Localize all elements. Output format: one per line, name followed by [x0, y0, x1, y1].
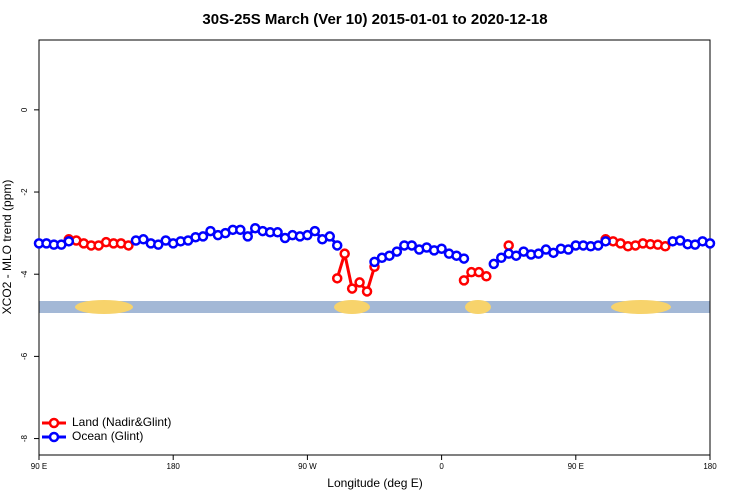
point [481, 271, 492, 282]
point [324, 231, 336, 242]
point [331, 273, 343, 284]
y-tick-label: -6 [20, 352, 29, 360]
legend-label: Land (Nadir&Glint) [72, 415, 171, 429]
x-axis-label: Longitude (deg E) [327, 476, 422, 490]
point [302, 229, 313, 241]
point [369, 256, 380, 268]
surface-strip [39, 301, 710, 313]
land-region [75, 300, 133, 314]
point [391, 246, 403, 257]
point [123, 240, 134, 251]
legend-label: Ocean (Glint) [72, 429, 143, 443]
y-tick-label: 0 [20, 107, 29, 112]
point [205, 225, 216, 237]
land-region [334, 300, 370, 314]
x-tick-label: 90 E [568, 462, 584, 471]
point [384, 250, 395, 261]
land-region [611, 300, 671, 314]
y-tick-label: -2 [20, 188, 29, 196]
point [436, 243, 447, 254]
point [600, 236, 611, 247]
x-tick-label: 180 [167, 462, 181, 471]
y-axis-label: XCO2 - MLO trend (ppm) [0, 180, 14, 315]
point [138, 234, 149, 245]
point [153, 239, 164, 250]
x-tick-label: 180 [703, 462, 717, 471]
point [510, 250, 522, 261]
point [309, 225, 321, 237]
point [458, 275, 470, 286]
legend-marker [48, 431, 60, 443]
point [197, 231, 209, 242]
point [704, 238, 716, 249]
point [242, 231, 254, 242]
point [406, 240, 418, 251]
point [361, 286, 373, 297]
point [339, 248, 350, 259]
point [235, 224, 246, 236]
legend-marker [48, 417, 60, 429]
point [548, 247, 559, 259]
point [272, 227, 283, 238]
point [533, 248, 544, 259]
point [331, 240, 343, 251]
y-tick-label: -8 [20, 434, 29, 442]
chart-title: 30S-25S March (Ver 10) 2015-01-01 to 202… [202, 11, 547, 28]
point [473, 266, 485, 278]
point [63, 236, 75, 247]
point [592, 240, 604, 251]
x-tick-label: 90 W [298, 462, 317, 471]
x-tick-label: 0 [439, 462, 444, 471]
x-tick-label: 90 E [31, 462, 47, 471]
y-tick-label: -4 [20, 270, 29, 278]
point [660, 241, 671, 252]
point [495, 252, 507, 264]
point [503, 240, 514, 251]
land-region [465, 300, 491, 314]
point [488, 258, 500, 270]
plot-frame [38, 39, 711, 456]
point [354, 277, 365, 288]
point [458, 253, 470, 264]
point [346, 283, 358, 294]
point [563, 244, 574, 255]
